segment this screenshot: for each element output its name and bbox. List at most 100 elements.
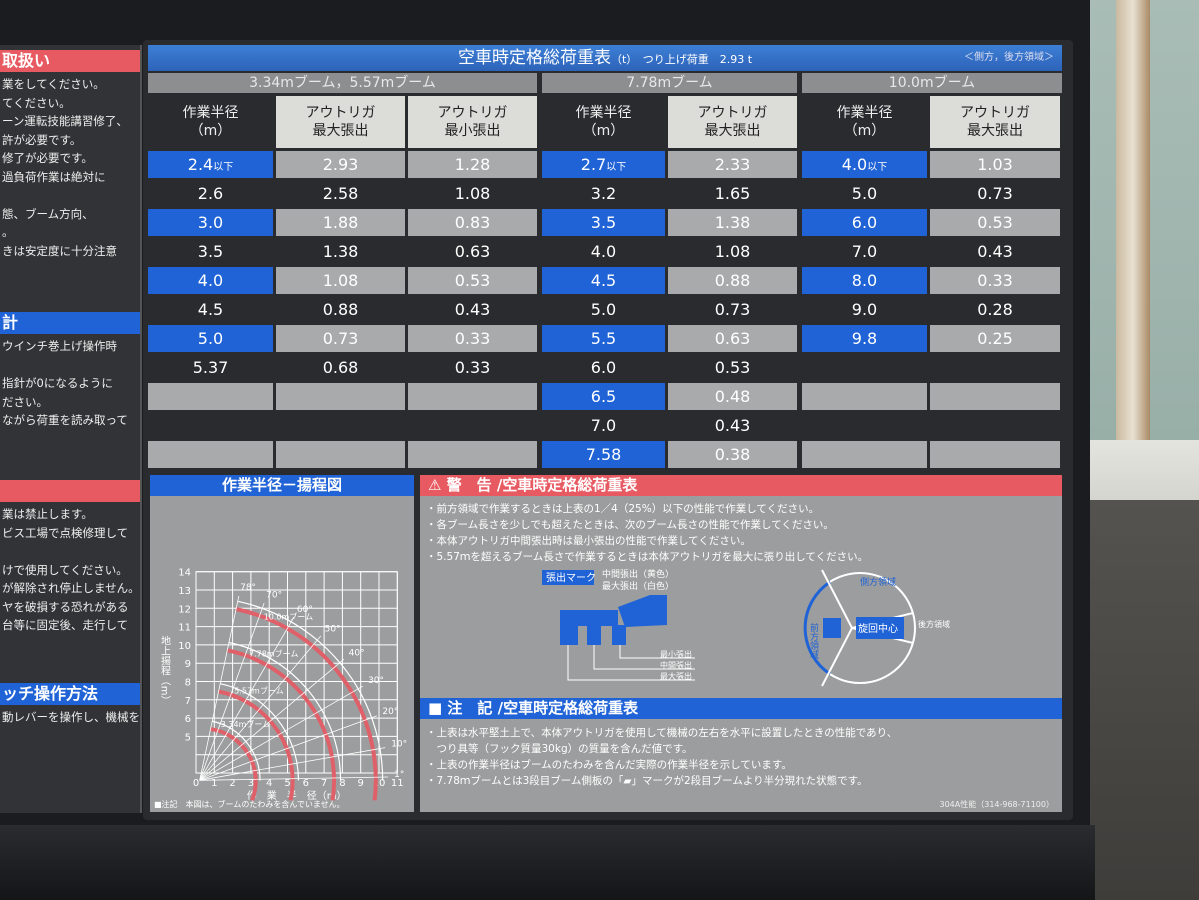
angle-label: 1° bbox=[394, 770, 404, 780]
y-tick-label: 9 bbox=[185, 659, 191, 670]
notes-square-icon: ■ bbox=[428, 699, 448, 717]
angle-line bbox=[199, 616, 295, 781]
cell-radius: 5.37 bbox=[148, 354, 273, 381]
y-tick-label: 8 bbox=[185, 678, 191, 689]
angle-label: 10° bbox=[391, 740, 407, 750]
cell-value: 5.5 bbox=[590, 329, 617, 348]
zone-center: 旋回中心 bbox=[858, 622, 898, 635]
cell-load: 1.65 bbox=[668, 180, 797, 207]
cell-radius: 6.0 bbox=[802, 209, 927, 236]
y-tick-label: 13 bbox=[178, 586, 191, 597]
group-header-334-557: 3.34mブーム，5.57mブーム bbox=[148, 73, 537, 93]
cell-value: 0.43 bbox=[714, 416, 751, 435]
cell-value: 2.33 bbox=[714, 155, 751, 174]
cell-load bbox=[276, 441, 405, 468]
cell-radius: 7.0 bbox=[802, 238, 927, 265]
load-arc bbox=[210, 727, 258, 802]
cell-radius bbox=[802, 383, 927, 410]
cell-radius: 4.0 bbox=[542, 238, 665, 265]
x-tick-label: 5 bbox=[284, 778, 290, 789]
cell-value: 0.33 bbox=[454, 329, 491, 348]
x-tick-label: 8 bbox=[339, 778, 345, 789]
cell-radius: 2.6 bbox=[148, 180, 273, 207]
cell-value: 2.58 bbox=[322, 184, 359, 203]
angle-line bbox=[199, 776, 389, 781]
left-text-line: 業をしてください。 bbox=[2, 77, 105, 91]
cell-load bbox=[408, 412, 537, 439]
cell-value: 0.73 bbox=[714, 300, 751, 319]
left-text-line: 修了が必要です。 bbox=[2, 151, 93, 165]
cell-load bbox=[930, 441, 1060, 468]
load-arc bbox=[226, 648, 337, 801]
cell-load: 0.43 bbox=[668, 412, 797, 439]
cell-value: 0.33 bbox=[977, 271, 1013, 290]
cell-value: 4.5 bbox=[197, 300, 224, 319]
cell-value: 0.88 bbox=[322, 300, 359, 319]
angle-line bbox=[199, 595, 240, 781]
cell-value: 0.73 bbox=[322, 329, 359, 348]
boom-arc bbox=[212, 720, 261, 781]
cell-radius: 5.5 bbox=[542, 325, 665, 352]
cell-value: 1.08 bbox=[714, 242, 751, 261]
warning-header: ⚠ 警 告 /空車時定格総荷重表 bbox=[420, 475, 1062, 496]
angle-line bbox=[199, 685, 364, 781]
cell-load: 0.63 bbox=[408, 238, 537, 265]
cell-radius: 4.5 bbox=[148, 296, 273, 323]
warning-line: ・前方領域で作業するときは上表の1／4（25%）以下の性能で作業してください。 bbox=[426, 503, 820, 515]
x-tick-label: 9 bbox=[358, 778, 364, 789]
cell-value: 6.0 bbox=[590, 358, 617, 377]
metal-pole bbox=[1116, 0, 1150, 440]
cell-radius: 6.0 bbox=[542, 354, 665, 381]
cell-load: 0.73 bbox=[668, 296, 797, 323]
ext-min: 最小張出 bbox=[660, 649, 692, 659]
mark-max: 最大張出（白色） bbox=[602, 580, 674, 592]
cell-value: 0.68 bbox=[322, 358, 359, 377]
mark-mid: 中間張出（黄色） bbox=[602, 568, 674, 580]
cell-load: 0.53 bbox=[668, 354, 797, 381]
cell-load: 2.33 bbox=[668, 151, 797, 178]
cell-load: 0.83 bbox=[408, 209, 537, 236]
cell-value: 1.65 bbox=[714, 184, 751, 203]
left-text-line: きは安定度に十分注意 bbox=[2, 243, 117, 258]
cell-radius bbox=[148, 383, 273, 410]
cell-value: 0.73 bbox=[977, 184, 1013, 203]
title-side-note: ＜側方，後方領域＞ bbox=[964, 52, 1054, 63]
header-max-2: アウトリガ 最大張出 bbox=[668, 96, 797, 148]
cell-radius bbox=[802, 441, 927, 468]
cell-radius: 8.0 bbox=[802, 267, 927, 294]
cell-value: 5.0 bbox=[590, 300, 617, 319]
cell-value: 0.33 bbox=[454, 358, 491, 377]
cell-radius: 4.5 bbox=[542, 267, 665, 294]
cell-value: 1.88 bbox=[322, 213, 359, 232]
zone-rear: 後方領域 bbox=[918, 619, 950, 629]
cell-value: 3.5 bbox=[590, 213, 617, 232]
cell-load: 0.88 bbox=[276, 296, 405, 323]
cell-radius: 2.7以下 bbox=[542, 151, 665, 178]
cell-load bbox=[276, 412, 405, 439]
left-head-warning bbox=[0, 480, 140, 502]
warning-title: 警 告 /空車時定格総荷重表 bbox=[446, 476, 638, 494]
group-header-100: 10.0mブーム bbox=[802, 73, 1062, 93]
cell-radius bbox=[802, 354, 927, 381]
y-tick-label: 12 bbox=[178, 604, 191, 615]
left-text-line: 過負荷作業は絶対に bbox=[2, 169, 106, 184]
cell-value: 0.53 bbox=[977, 213, 1013, 232]
y-tick-label: 11 bbox=[178, 623, 191, 634]
warning-triangle-icon: ⚠ bbox=[428, 476, 447, 494]
cell-value: 1.38 bbox=[714, 213, 751, 232]
note-line: ・上表は水平堅土上で、本体アウトリガを使用して機械の左右を水平に設置したときの性… bbox=[426, 727, 898, 739]
left-text-line: けで使用してください。 bbox=[2, 562, 128, 577]
cell-load: 1.38 bbox=[276, 238, 405, 265]
cell-value: 0.63 bbox=[454, 242, 491, 261]
x-tick-label: 3 bbox=[248, 778, 254, 789]
cell-radius: 3.5 bbox=[148, 238, 273, 265]
left-text-line: 態、ブーム方向、 bbox=[2, 206, 94, 221]
left-head-meter: 計 bbox=[0, 312, 140, 334]
cell-load: 0.53 bbox=[930, 209, 1060, 236]
x-tick-label: 1 bbox=[211, 778, 217, 789]
cell-load: 1.28 bbox=[408, 151, 537, 178]
cell-load: 2.58 bbox=[276, 180, 405, 207]
load-arc bbox=[235, 607, 378, 801]
cell-load bbox=[930, 354, 1060, 381]
header-radius-1: 作業半径 （m） bbox=[182, 105, 239, 139]
